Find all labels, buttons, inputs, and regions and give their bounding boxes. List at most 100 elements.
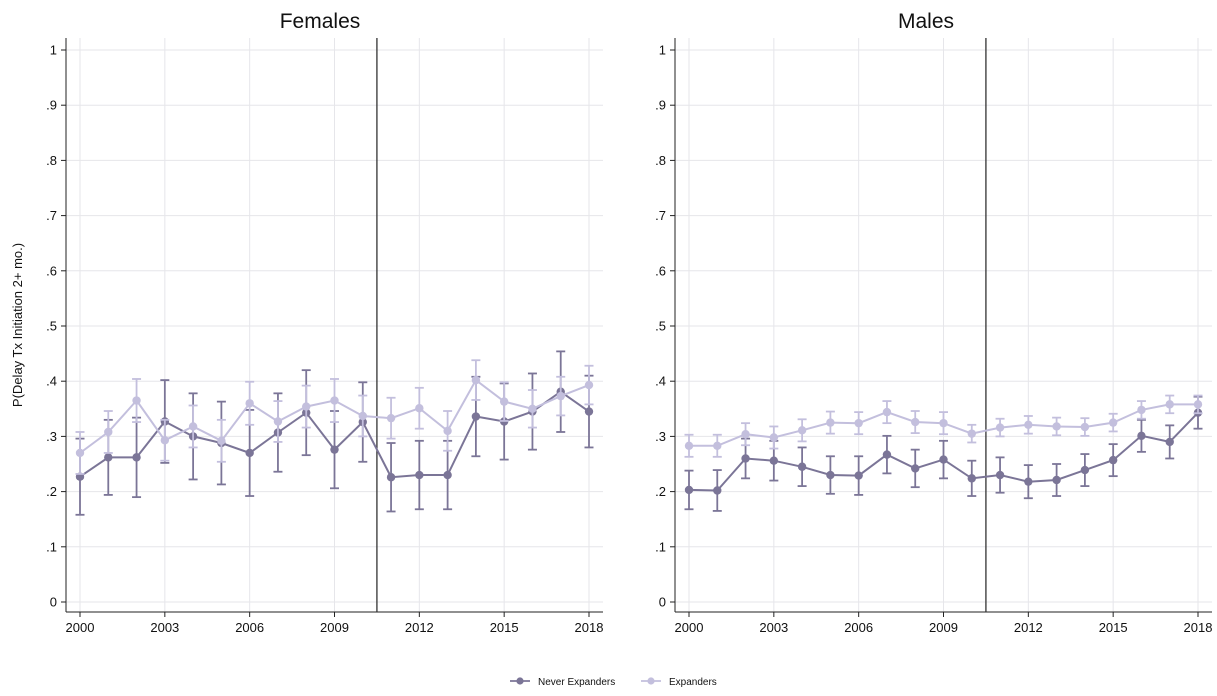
data-point xyxy=(386,413,396,423)
data-point xyxy=(358,411,367,421)
y-tick-label: .2 xyxy=(46,484,57,499)
y-tick-label: .4 xyxy=(46,374,57,389)
y-tick-label: .3 xyxy=(46,429,57,444)
panel-title: Females xyxy=(280,10,361,33)
legend-item: Never Expanders xyxy=(510,677,615,688)
y-tick-label: .6 xyxy=(655,263,666,278)
data-point xyxy=(882,450,892,459)
data-point xyxy=(1108,418,1118,427)
legend-item: Expanders xyxy=(641,677,717,688)
data-point xyxy=(1165,400,1174,409)
data-point xyxy=(1024,477,1033,486)
x-tick-label: 2015 xyxy=(1099,620,1128,635)
data-point xyxy=(273,417,283,426)
data-point xyxy=(415,404,424,413)
data-point xyxy=(1052,422,1061,431)
data-point xyxy=(939,455,948,464)
x-tick-label: 2009 xyxy=(929,620,958,635)
data-point xyxy=(104,453,113,462)
x-tick-label: 2012 xyxy=(1014,620,1043,635)
data-point xyxy=(826,418,835,427)
data-point xyxy=(741,454,750,463)
legend-label: Never Expanders xyxy=(538,677,615,688)
data-point xyxy=(188,422,198,431)
data-point xyxy=(911,417,920,427)
data-point xyxy=(967,474,976,483)
y-tick-label: 0 xyxy=(50,595,57,610)
data-point xyxy=(528,404,537,413)
data-point xyxy=(1193,400,1203,409)
y-tick-label: .9 xyxy=(655,98,666,113)
panel-0: Females 0 .1 .2 .3 .4 .5 .6 .7 .8 .9 1 2000 2003 2006 2… xyxy=(10,10,603,635)
data-point xyxy=(132,396,141,405)
y-tick-label: .6 xyxy=(46,263,57,278)
data-point xyxy=(1080,465,1090,475)
x-tick-label: 2000 xyxy=(66,620,95,635)
data-point xyxy=(75,448,85,458)
y-tick-label: 1 xyxy=(659,43,666,58)
data-point xyxy=(854,471,863,480)
data-point xyxy=(443,426,452,436)
data-point xyxy=(995,423,1005,432)
data-point xyxy=(769,433,779,442)
data-point xyxy=(443,470,452,480)
series-never-expanders xyxy=(684,395,1203,512)
x-tick-label: 2003 xyxy=(150,620,179,635)
x-tick-label: 2006 xyxy=(235,620,264,635)
series-expanders xyxy=(75,359,594,475)
data-point xyxy=(104,427,113,437)
data-point xyxy=(713,441,722,450)
data-point xyxy=(499,397,509,406)
data-point xyxy=(911,464,920,473)
x-tick-label: 2012 xyxy=(405,620,434,635)
y-tick-label: .1 xyxy=(655,539,666,554)
panel-title: Males xyxy=(898,10,954,33)
y-tick-label: .1 xyxy=(46,539,57,554)
data-point xyxy=(245,399,254,408)
data-point xyxy=(939,418,948,428)
data-point xyxy=(1052,475,1061,485)
data-point xyxy=(584,407,594,416)
legend-label: Expanders xyxy=(669,677,717,688)
data-point xyxy=(854,418,863,428)
legend-swatch-marker xyxy=(647,677,655,685)
data-point xyxy=(826,470,835,480)
y-tick-label: .5 xyxy=(46,319,57,334)
x-tick-label: 2000 xyxy=(675,620,704,635)
data-point xyxy=(330,396,339,405)
y-tick-label: .2 xyxy=(655,484,666,499)
y-tick-label: .7 xyxy=(655,208,666,223)
data-point xyxy=(1137,405,1146,415)
data-point xyxy=(769,456,779,465)
data-point xyxy=(471,412,481,421)
data-point xyxy=(882,407,892,417)
x-tick-label: 2015 xyxy=(490,620,519,635)
x-tick-label: 2009 xyxy=(320,620,349,635)
data-point xyxy=(1024,420,1033,430)
data-point xyxy=(797,462,807,471)
data-point xyxy=(584,380,594,390)
data-point xyxy=(741,429,750,439)
data-point xyxy=(386,473,396,482)
y-tick-label: 0 xyxy=(659,595,666,610)
data-point xyxy=(556,391,565,401)
data-point xyxy=(713,486,722,495)
data-point xyxy=(967,429,976,438)
x-tick-label: 2018 xyxy=(1184,620,1213,635)
series-expanders xyxy=(684,394,1203,458)
data-point xyxy=(160,436,170,445)
y-tick-label: .5 xyxy=(655,319,666,334)
y-tick-label: .9 xyxy=(46,98,57,113)
legend: Never Expanders Expanders xyxy=(510,677,717,688)
data-point xyxy=(302,402,311,411)
y-tick-label: .4 xyxy=(655,374,666,389)
data-point xyxy=(1080,422,1090,432)
x-tick-label: 2003 xyxy=(759,620,788,635)
y-tick-label: .8 xyxy=(655,153,666,168)
y-tick-label: 1 xyxy=(50,43,57,58)
y-tick-label: .8 xyxy=(46,153,57,168)
data-point xyxy=(471,375,481,385)
data-point xyxy=(684,485,694,495)
